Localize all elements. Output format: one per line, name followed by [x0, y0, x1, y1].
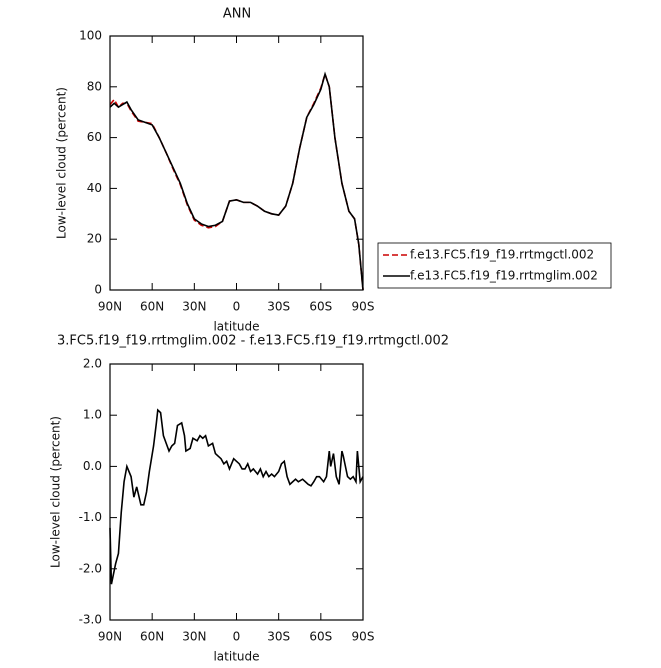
y-tick-label: 1.0: [83, 408, 102, 422]
x-tick-label: 60S: [309, 300, 332, 314]
x-axis-label: latitude: [213, 320, 259, 334]
y-tick-label: 20: [87, 232, 102, 246]
y-tick-label: 40: [87, 181, 102, 195]
x-tick-label: 90N: [98, 300, 122, 314]
x-tick-label: 30S: [267, 300, 290, 314]
legend-label: f.e13.FC5.f19_f19.rrtmglim.002: [410, 269, 598, 283]
y-tick-label: 2.0: [83, 357, 102, 371]
y-tick-label: 60: [87, 130, 102, 144]
plot-frame: [109, 363, 364, 621]
x-tick-label: 0: [233, 630, 241, 644]
data-line: [109, 71, 364, 291]
x-tick-label: 90N: [98, 630, 122, 644]
chart-title: 3.FC5.f19_f19.rrtmglim.002 - f.e13.FC5.f…: [57, 334, 449, 349]
y-tick-label: 80: [87, 79, 102, 93]
y-tick-label: 0.0: [83, 459, 102, 473]
y-tick-label: -3.0: [79, 613, 102, 627]
data-line: [109, 71, 364, 291]
x-tick-label: 60S: [309, 630, 332, 644]
x-tick-label: 90S: [352, 300, 375, 314]
x-axis-label: latitude: [213, 650, 259, 664]
legend-box: [377, 242, 612, 289]
y-axis-label: Low-level cloud (percent): [49, 416, 63, 568]
x-tick-label: 30N: [182, 300, 206, 314]
y-axis-label: Low-level cloud (percent): [55, 87, 69, 239]
y-tick-label: 100: [79, 29, 102, 43]
x-tick-label: 30N: [182, 630, 206, 644]
x-tick-label: 30S: [267, 630, 290, 644]
x-tick-label: 90S: [352, 630, 375, 644]
data-line: [109, 408, 364, 585]
x-tick-label: 0: [233, 300, 241, 314]
y-tick-label: 0: [94, 283, 102, 297]
x-tick-label: 60N: [140, 300, 164, 314]
x-tick-label: 60N: [140, 630, 164, 644]
chart-title: ANN: [223, 7, 251, 22]
legend-label: f.e13.FC5.f19_f19.rrtmgctl.002: [410, 248, 594, 262]
y-tick-label: -1.0: [79, 510, 102, 524]
y-tick-label: -2.0: [79, 561, 102, 575]
